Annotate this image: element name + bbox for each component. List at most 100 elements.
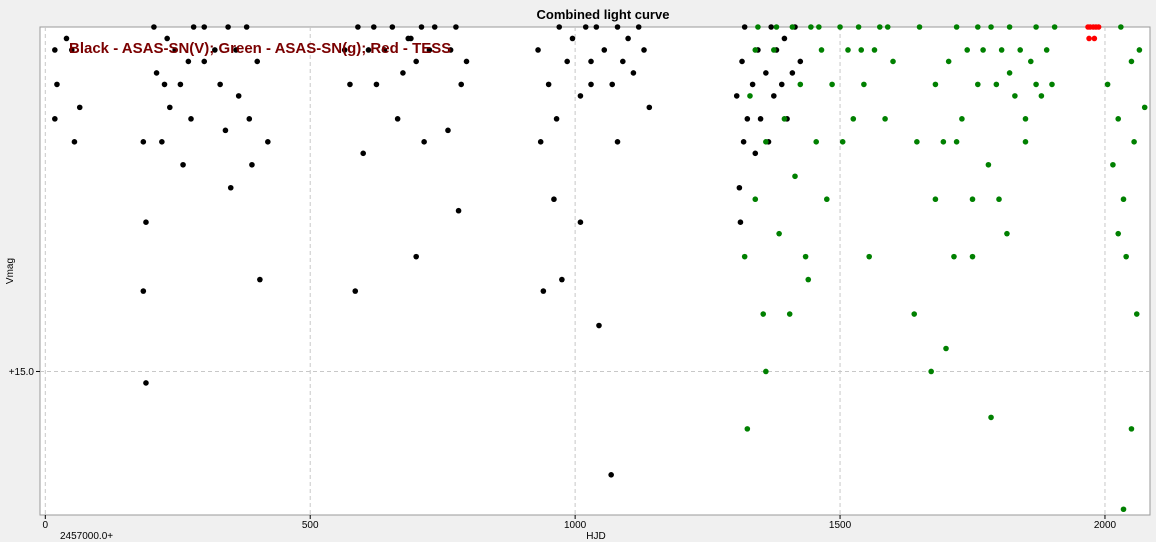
- data-point: [768, 24, 774, 30]
- data-point: [737, 219, 744, 225]
- data-point: [736, 184, 743, 191]
- data-point: [233, 47, 239, 53]
- data-point: [1141, 104, 1148, 111]
- data-point: [164, 35, 170, 42]
- data-point: [453, 24, 459, 30]
- data-point: [360, 150, 366, 157]
- data-point: [824, 196, 830, 203]
- data-point: [755, 24, 761, 30]
- data-point: [556, 24, 563, 30]
- data-point: [932, 196, 939, 203]
- data-point: [161, 81, 168, 88]
- data-point: [455, 207, 462, 214]
- y-tick-label: +15.0: [9, 367, 35, 378]
- data-point: [418, 24, 425, 30]
- data-point: [596, 322, 602, 329]
- data-point: [222, 127, 229, 134]
- data-point: [609, 81, 616, 88]
- data-point: [805, 276, 812, 283]
- data-point: [953, 24, 960, 30]
- data-point: [1033, 81, 1039, 88]
- x-tick-label: 1500: [829, 520, 852, 531]
- data-point: [630, 70, 637, 76]
- data-point: [463, 58, 470, 65]
- data-point: [1022, 139, 1029, 145]
- data-point: [545, 81, 552, 88]
- data-point: [752, 150, 759, 157]
- data-point: [426, 47, 433, 53]
- data-point: [246, 116, 253, 122]
- data-point: [564, 58, 570, 65]
- data-point: [964, 47, 971, 53]
- data-point: [789, 70, 796, 76]
- data-point: [249, 161, 255, 168]
- data-point: [829, 81, 835, 88]
- data-point: [217, 81, 223, 88]
- data-point: [408, 35, 414, 42]
- data-point: [882, 116, 888, 122]
- data-point: [625, 35, 631, 42]
- data-point: [151, 24, 157, 30]
- data-point: [431, 24, 438, 30]
- data-point: [741, 253, 748, 260]
- data-point: [914, 139, 920, 145]
- x-axis-label: HJD: [586, 531, 605, 542]
- data-point: [1051, 24, 1058, 30]
- data-point: [945, 58, 952, 65]
- data-point: [413, 58, 419, 65]
- data-point: [1128, 58, 1135, 65]
- data-point: [447, 47, 454, 53]
- data-point: [763, 368, 769, 375]
- data-point: [172, 47, 178, 53]
- data-point: [839, 139, 846, 145]
- grid: [40, 27, 1150, 515]
- data-point: [1038, 93, 1045, 99]
- data-point: [620, 58, 626, 65]
- series-2: [1085, 24, 1102, 42]
- data-point: [458, 81, 465, 88]
- data-point: [413, 253, 419, 260]
- data-point: [837, 24, 843, 30]
- data-point: [188, 116, 194, 122]
- data-point: [1123, 253, 1129, 260]
- data-point: [855, 24, 862, 30]
- data-point: [763, 139, 769, 145]
- data-point: [797, 58, 804, 65]
- data-point: [1086, 35, 1092, 42]
- data-point: [68, 47, 75, 53]
- data-point: [969, 253, 976, 260]
- data-point: [370, 24, 377, 30]
- x-tick-label: 0: [43, 520, 49, 531]
- data-point: [1104, 81, 1111, 88]
- data-point: [816, 24, 822, 30]
- data-point: [953, 139, 960, 145]
- data-point: [1128, 426, 1135, 432]
- data-point: [63, 35, 70, 42]
- data-point: [818, 47, 825, 53]
- data-point: [254, 58, 261, 65]
- data-point: [749, 81, 756, 88]
- data-point: [969, 196, 976, 203]
- data-point: [813, 139, 820, 145]
- data-point: [235, 93, 242, 99]
- series-1: [741, 24, 1148, 513]
- data-point: [928, 368, 934, 375]
- data-point: [996, 196, 1002, 203]
- data-point: [373, 81, 380, 88]
- data-point: [876, 24, 883, 30]
- data-point: [1115, 116, 1122, 122]
- data-point: [201, 24, 208, 30]
- data-point: [537, 139, 544, 145]
- data-point: [1120, 506, 1127, 513]
- data-point: [588, 58, 594, 65]
- data-point: [577, 93, 584, 99]
- data-point: [421, 139, 427, 145]
- data-point: [1120, 196, 1127, 203]
- x-tick-label: 1000: [564, 520, 587, 531]
- data-point: [143, 219, 149, 225]
- data-point: [143, 380, 149, 386]
- data-point: [740, 139, 747, 145]
- data-point: [771, 93, 777, 99]
- data-point: [975, 24, 981, 30]
- x-offset-label: 2457000.0+: [60, 531, 113, 542]
